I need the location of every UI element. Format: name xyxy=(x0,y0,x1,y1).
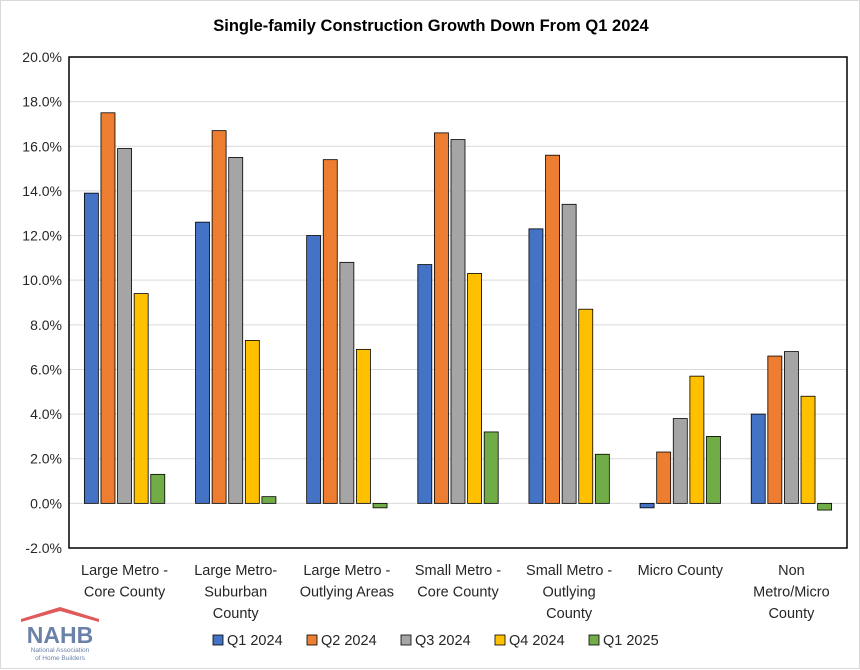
bar xyxy=(689,375,705,504)
bar xyxy=(228,157,244,504)
logo-subtitle-1: National Association xyxy=(31,647,90,654)
bar xyxy=(672,418,688,504)
bar xyxy=(750,413,766,504)
y-tick-label: 0.0% xyxy=(30,495,62,511)
bar xyxy=(800,395,816,504)
x-category-label: Outlying Areas xyxy=(300,585,394,601)
x-category-label: Large Metro- xyxy=(194,563,277,579)
legend-label: Q1 2024 xyxy=(227,633,283,649)
bar xyxy=(339,261,355,504)
bar xyxy=(594,453,610,504)
x-category-label: County xyxy=(768,606,815,622)
logo-subtitle-2: of Home Builders xyxy=(35,655,86,662)
legend-swatch xyxy=(494,634,506,646)
bar xyxy=(356,348,371,504)
roof-icon xyxy=(21,607,99,622)
bar xyxy=(450,139,466,504)
bar xyxy=(133,293,149,504)
x-category-label: Small Metro - xyxy=(526,563,612,579)
y-tick-label: 20.0% xyxy=(22,49,62,65)
x-category-label: Metro/Micro xyxy=(753,585,830,601)
y-tick-label: 14.0% xyxy=(22,183,62,199)
y-tick-label: 18.0% xyxy=(22,94,62,110)
plot-area-border xyxy=(68,56,848,549)
bar xyxy=(244,340,260,504)
y-tick-label: 4.0% xyxy=(30,406,62,422)
bar xyxy=(639,502,655,509)
legend-swatch xyxy=(306,634,318,646)
x-category-label: Large Metro - xyxy=(81,563,168,579)
legend-swatch xyxy=(212,634,224,646)
bar xyxy=(433,132,449,504)
bar xyxy=(467,273,483,504)
bar xyxy=(117,148,132,504)
legend-swatch xyxy=(400,634,412,646)
y-tick-label: 10.0% xyxy=(22,272,62,288)
bar xyxy=(767,355,783,504)
legend-label: Q2 2024 xyxy=(321,633,377,649)
chart-title: Single-family Construction Growth Down F… xyxy=(213,17,649,35)
bar xyxy=(561,203,577,504)
y-tick-label: -2.0% xyxy=(25,540,62,556)
bar xyxy=(578,308,594,504)
legend-swatch xyxy=(588,634,600,646)
x-category-label: County xyxy=(213,606,260,622)
nahb-logo: NAHB National Association of Home Builde… xyxy=(21,607,99,662)
bar xyxy=(372,502,388,509)
y-tick-label: 12.0% xyxy=(22,228,62,244)
x-category-label: Non xyxy=(778,563,805,579)
bar xyxy=(656,451,672,504)
logo-wordmark: NAHB xyxy=(27,622,93,648)
x-category-label: Suburban xyxy=(204,585,267,601)
x-category-label: Core County xyxy=(417,585,499,601)
y-tick-label: 6.0% xyxy=(30,361,62,377)
bar xyxy=(261,496,277,504)
y-tick-label: 2.0% xyxy=(30,451,62,467)
x-category-label: Outlying xyxy=(543,585,596,601)
bar xyxy=(545,154,560,504)
bar xyxy=(483,431,499,504)
bar xyxy=(211,130,227,504)
legend-label: Q1 2025 xyxy=(603,633,659,649)
y-axis: -2.0% 0.0% 2.0% 4.0% 6.0% 8.0% 10.0% 12.0% 14.0%… xyxy=(22,49,62,556)
bar xyxy=(706,436,721,504)
bar xyxy=(417,264,433,504)
bar xyxy=(784,351,799,504)
x-category-label: Core County xyxy=(84,585,166,601)
y-tick-label: 16.0% xyxy=(22,138,62,154)
bar xyxy=(195,221,210,504)
legend: Q1 2024 Q2 2024 Q3 2024 Q4 2024 Q1 2025 xyxy=(212,633,659,649)
x-category-label: Micro County xyxy=(638,563,724,579)
bar xyxy=(322,159,338,504)
bar xyxy=(83,192,99,504)
bar xyxy=(306,235,322,504)
legend-label: Q3 2024 xyxy=(415,633,471,649)
x-category-label: Small Metro - xyxy=(415,563,501,579)
x-axis: Large Metro - Core County Large Metro- Subu… xyxy=(81,563,830,622)
x-category-label: County xyxy=(546,606,593,622)
bar xyxy=(100,112,116,504)
bar xyxy=(817,502,833,511)
x-category-label: Large Metro - xyxy=(303,563,390,579)
bar xyxy=(150,473,166,504)
bar xyxy=(528,228,544,504)
legend-label: Q4 2024 xyxy=(509,633,565,649)
y-tick-label: 8.0% xyxy=(30,317,62,333)
bars xyxy=(83,112,833,511)
